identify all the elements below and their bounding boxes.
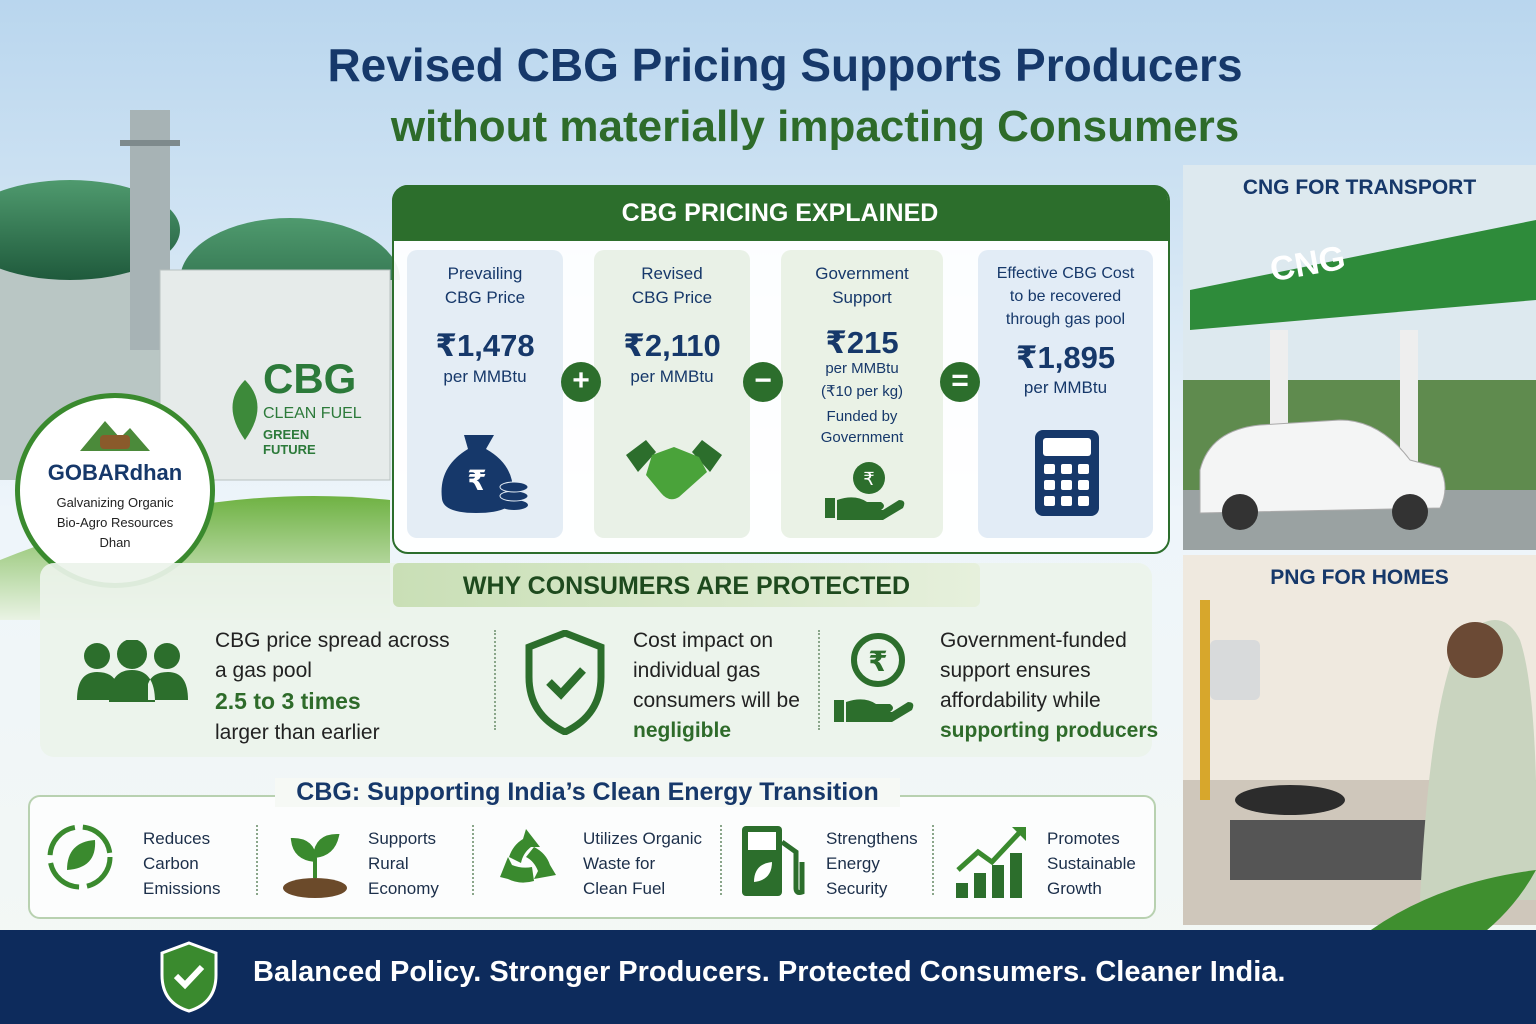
rupee-hand-icon: ₹: [834, 633, 914, 722]
carbon-icon: [47, 824, 113, 890]
plant-sign-line: GREEN FUTURE: [263, 427, 316, 457]
badge-icon: [80, 421, 150, 451]
card-unit: per MMBtu: [825, 360, 899, 377]
protection-highlight: supporting producers: [940, 719, 1159, 742]
people-icon: [77, 640, 188, 702]
footer-bar: [0, 930, 1536, 1024]
protection-item: CBG price spread across a gas pool 2.5 to…: [215, 626, 450, 748]
handshake-icon: [626, 440, 722, 500]
separator: [720, 825, 722, 895]
card-label: Effective CBG Cost to be recovered throu…: [996, 265, 1135, 328]
protection-text: CBG price spread across a gas pool: [215, 629, 450, 682]
gobardhan-badge: GOBARdhan Galvanizing Organic Bio-Agro R…: [15, 393, 215, 588]
price-card: Revised CBG Price ₹2,110 per MMBtu: [594, 250, 750, 538]
homes-label: PNG FOR HOMES: [1270, 566, 1449, 589]
calculator-icon: [1035, 430, 1099, 516]
plant-sign-line: CLEAN FUEL: [263, 405, 362, 422]
transition-item: Reduces Carbon Emissions: [143, 829, 221, 898]
protection-heading: WHY CONSUMERS ARE PROTECTED: [393, 563, 980, 607]
card-unit: per MMBtu: [443, 367, 527, 386]
transition-item: Supports Rural Economy: [368, 829, 439, 898]
growth-icon: [956, 827, 1026, 898]
badge-expansion: Galvanizing Organic Bio-Agro Resources D…: [56, 495, 174, 550]
separator: [256, 825, 258, 895]
price-card: Effective CBG Cost to be recovered throu…: [978, 250, 1153, 538]
svg-text:₹: ₹: [868, 646, 887, 677]
operator-equals: =: [940, 362, 980, 402]
separator: [494, 630, 496, 730]
footer-text: Balanced Policy. Stronger Producers. Pro…: [253, 956, 1286, 988]
badge-name: GOBARdhan: [47, 460, 183, 485]
protection-item: Government-funded support ensures afford…: [940, 626, 1158, 746]
card-detail: (₹10 per kg): [820, 383, 904, 400]
fuel-pump-icon: [742, 826, 805, 896]
transition-heading: CBG: Supporting India’s Clean Energy Tra…: [275, 778, 900, 807]
transition-item: Promotes Sustainable Growth: [1047, 829, 1136, 898]
pricing-heading: CBG PRICING EXPLAINED: [392, 185, 1168, 241]
card-price: ₹1,895: [1015, 340, 1116, 375]
transport-label: CNG FOR TRANSPORT: [1242, 176, 1477, 199]
title: Revised CBG Pricing Supports Producers: [327, 39, 1243, 91]
hand-coin-icon: ₹: [825, 462, 905, 520]
subtitle: without materially impacting Consumers: [390, 102, 1240, 151]
operator-plus: +: [561, 362, 601, 402]
protection-highlight: 2.5 to 3 times: [215, 688, 361, 714]
card-label: Prevailing CBG Price: [444, 264, 526, 307]
shield-icon: [525, 630, 605, 735]
sprout-icon: [283, 833, 347, 898]
plant-sign: CBG CLEAN FUEL GREEN FUTURE: [215, 355, 365, 465]
plant-sign-title: CBG: [263, 355, 357, 402]
svg-text:₹: ₹: [467, 465, 486, 496]
protection-tail: larger than earlier: [215, 721, 380, 744]
card-price: ₹1,478: [435, 328, 535, 363]
price-card: Prevailing CBG Price ₹1,478 per MMBtu ₹: [407, 250, 563, 538]
protection-text: Cost impact on individual gas consumers …: [633, 629, 800, 712]
card-price: ₹215: [825, 325, 899, 360]
footer-shield: [160, 941, 218, 1013]
card-label: Government Support: [815, 264, 909, 307]
card-unit: per MMBtu: [630, 367, 714, 386]
price-card: Government Support ₹215 per MMBtu (₹10 p…: [781, 250, 943, 538]
separator: [472, 825, 474, 895]
protection-item: Cost impact on individual gas consumers …: [633, 626, 800, 746]
card-price: ₹2,110: [623, 328, 721, 363]
separator: [932, 825, 934, 895]
protection-text: Government-funded support ensures afford…: [940, 629, 1127, 712]
operator-minus: −: [743, 362, 783, 402]
recycle-icon: [500, 829, 556, 883]
money-bag-icon: ₹: [441, 435, 529, 513]
card-unit: per MMBtu: [1023, 378, 1108, 397]
card-label: Revised CBG Price: [631, 264, 713, 307]
separator: [818, 630, 820, 730]
transition-panel: [28, 795, 1156, 919]
transition-item: Strengthens Energy Security: [826, 829, 918, 898]
svg-text:₹: ₹: [863, 469, 874, 489]
card-note: Funded by Government: [820, 408, 904, 446]
protection-highlight: negligible: [633, 719, 732, 742]
transition-item: Utilizes Organic Waste for Clean Fuel: [583, 829, 703, 898]
